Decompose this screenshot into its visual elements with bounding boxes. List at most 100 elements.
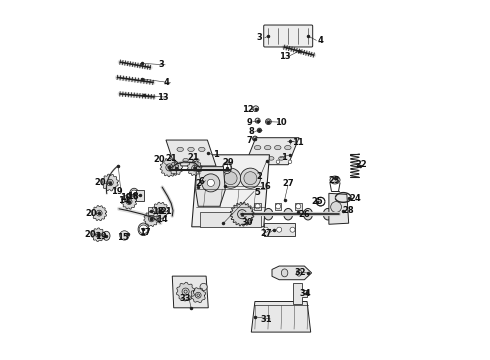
Circle shape (238, 210, 246, 219)
Text: 20: 20 (85, 209, 97, 218)
Ellipse shape (259, 157, 264, 160)
Ellipse shape (138, 223, 149, 236)
Text: 27: 27 (282, 179, 294, 188)
Ellipse shape (303, 208, 313, 220)
Circle shape (287, 139, 293, 144)
Circle shape (96, 232, 101, 237)
Ellipse shape (177, 147, 183, 152)
Ellipse shape (323, 208, 332, 220)
Circle shape (257, 128, 262, 132)
Polygon shape (101, 174, 119, 191)
Circle shape (207, 179, 215, 186)
Text: 19: 19 (121, 193, 132, 202)
Text: 4: 4 (164, 78, 170, 87)
Polygon shape (166, 140, 216, 166)
Polygon shape (230, 202, 254, 226)
Text: 3: 3 (159, 60, 164, 69)
Circle shape (253, 106, 259, 112)
Circle shape (173, 166, 178, 171)
Circle shape (331, 202, 342, 212)
Circle shape (130, 190, 138, 197)
Bar (264, 223, 294, 236)
Circle shape (255, 204, 260, 209)
Text: 21: 21 (188, 153, 199, 162)
Circle shape (196, 292, 201, 298)
Ellipse shape (254, 145, 261, 150)
Text: 29: 29 (222, 158, 234, 166)
Circle shape (252, 160, 256, 164)
Polygon shape (92, 206, 107, 221)
Circle shape (166, 164, 173, 171)
Circle shape (184, 290, 187, 293)
Circle shape (182, 288, 189, 295)
Text: 25: 25 (311, 197, 323, 206)
Ellipse shape (279, 157, 284, 160)
Circle shape (139, 225, 148, 234)
Ellipse shape (103, 231, 110, 240)
Circle shape (276, 160, 280, 164)
Circle shape (192, 165, 197, 171)
Text: 26: 26 (298, 210, 310, 220)
Circle shape (290, 227, 295, 232)
Circle shape (264, 160, 268, 164)
Text: 13: 13 (157, 93, 169, 102)
Circle shape (267, 120, 270, 123)
Polygon shape (192, 155, 270, 227)
Circle shape (96, 210, 102, 216)
Circle shape (197, 294, 199, 297)
Text: 30: 30 (242, 217, 253, 227)
Circle shape (150, 217, 153, 220)
Text: 27: 27 (261, 229, 272, 238)
Circle shape (244, 172, 257, 185)
Ellipse shape (284, 208, 293, 220)
Text: 19: 19 (111, 187, 123, 196)
Circle shape (296, 204, 301, 209)
Circle shape (168, 166, 171, 169)
Text: 16: 16 (259, 183, 270, 192)
Polygon shape (191, 288, 206, 303)
Text: 10: 10 (275, 118, 287, 127)
Bar (136, 190, 144, 201)
Text: 14: 14 (118, 197, 129, 205)
Circle shape (240, 168, 261, 188)
Circle shape (148, 216, 154, 222)
Polygon shape (329, 193, 349, 224)
Text: 12: 12 (242, 105, 254, 114)
Text: 28: 28 (343, 207, 354, 215)
Text: 11: 11 (292, 138, 304, 147)
Polygon shape (92, 228, 105, 242)
Polygon shape (160, 158, 179, 177)
Text: 2: 2 (195, 179, 201, 188)
Bar (254, 203, 261, 210)
Text: 21: 21 (160, 207, 172, 216)
Circle shape (109, 181, 111, 184)
Ellipse shape (330, 176, 340, 184)
Text: 3: 3 (257, 33, 262, 42)
Circle shape (266, 119, 271, 125)
Ellipse shape (244, 208, 253, 220)
Ellipse shape (198, 147, 205, 152)
Circle shape (263, 227, 269, 232)
Polygon shape (122, 194, 137, 209)
Text: 8: 8 (248, 127, 254, 136)
Text: 5: 5 (254, 188, 260, 197)
Ellipse shape (183, 158, 188, 162)
Circle shape (200, 283, 207, 291)
Polygon shape (293, 283, 307, 304)
Circle shape (128, 200, 130, 203)
Text: 19: 19 (95, 232, 107, 241)
Text: 34: 34 (300, 289, 311, 298)
Circle shape (107, 179, 113, 186)
Text: 20: 20 (94, 179, 106, 188)
Circle shape (255, 118, 260, 123)
Circle shape (201, 168, 221, 188)
Circle shape (252, 136, 258, 141)
Text: 1: 1 (281, 153, 287, 162)
Polygon shape (144, 211, 159, 226)
Text: 32: 32 (294, 269, 306, 277)
Text: 2: 2 (256, 172, 262, 181)
Ellipse shape (188, 147, 194, 152)
Circle shape (277, 227, 282, 232)
Text: 20: 20 (154, 156, 166, 164)
Circle shape (159, 209, 162, 212)
